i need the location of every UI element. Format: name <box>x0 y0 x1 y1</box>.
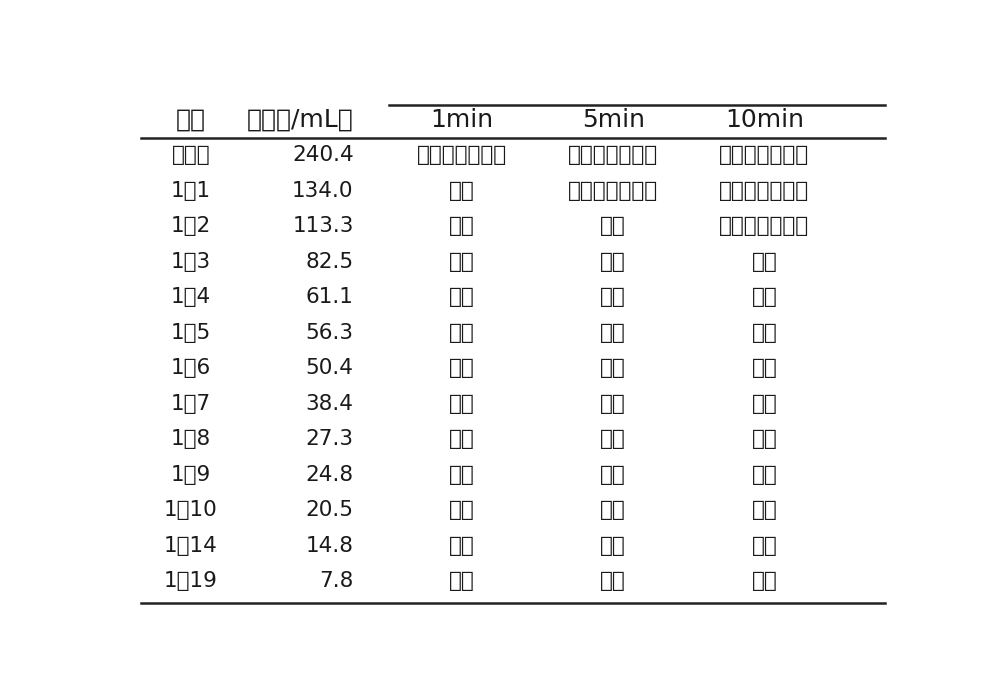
Text: 113.3: 113.3 <box>292 216 354 237</box>
Text: 橙色: 橙色 <box>752 536 777 555</box>
Text: 1：9: 1：9 <box>171 465 211 485</box>
Text: 56.3: 56.3 <box>306 323 354 343</box>
Text: 淡黄: 淡黄 <box>752 571 777 591</box>
Text: 1：4: 1：4 <box>171 287 211 308</box>
Text: 1min: 1min <box>431 108 494 132</box>
Text: （深褐色）紫红: （深褐色）紫红 <box>719 145 809 166</box>
Text: 淡黄: 淡黄 <box>449 500 475 520</box>
Text: 橙色: 橙色 <box>752 500 777 520</box>
Text: 褐色: 褐色 <box>752 358 777 379</box>
Text: 橙色: 橙色 <box>449 358 475 379</box>
Text: （深褐色）紫红: （深褐色）紫红 <box>568 145 658 166</box>
Text: 淡黄: 淡黄 <box>449 536 475 555</box>
Text: 1：10: 1：10 <box>164 500 218 520</box>
Text: （深褐色）紫红: （深褐色）紫红 <box>568 181 658 201</box>
Text: 27.3: 27.3 <box>306 429 354 450</box>
Text: 橙色: 橙色 <box>600 536 626 555</box>
Text: 24.8: 24.8 <box>306 465 354 485</box>
Text: 橙色: 橙色 <box>449 323 475 343</box>
Text: （深褐色）紫红: （深褐色）紫红 <box>719 216 809 237</box>
Text: 褐色: 褐色 <box>600 252 626 272</box>
Text: 1：3: 1：3 <box>171 252 211 272</box>
Text: 褐色: 褐色 <box>600 323 626 343</box>
Text: 褐色: 褐色 <box>600 287 626 308</box>
Text: 褐色: 褐色 <box>449 181 475 201</box>
Text: 10min: 10min <box>725 108 804 132</box>
Text: 1：1: 1：1 <box>171 181 211 201</box>
Text: 褐色: 褐色 <box>449 216 475 237</box>
Text: 1：6: 1：6 <box>171 358 211 379</box>
Text: 褐色: 褐色 <box>752 323 777 343</box>
Text: 淡黄: 淡黄 <box>449 394 475 414</box>
Text: 1：19: 1：19 <box>164 571 218 591</box>
Text: 61.1: 61.1 <box>306 287 354 308</box>
Text: 褐色: 褐色 <box>752 287 777 308</box>
Text: （深褐色）紫红: （深褐色）紫红 <box>417 145 507 166</box>
Text: 橙色: 橙色 <box>600 500 626 520</box>
Text: 50.4: 50.4 <box>306 358 354 379</box>
Text: 橙色: 橙色 <box>752 465 777 485</box>
Text: 淡黄: 淡黄 <box>449 465 475 485</box>
Text: 褐色: 褐色 <box>752 394 777 414</box>
Text: 橙色: 橙色 <box>600 429 626 450</box>
Text: 橙色: 橙色 <box>449 252 475 272</box>
Text: 褐色: 褐色 <box>752 252 777 272</box>
Text: 1：7: 1：7 <box>171 394 211 414</box>
Text: 5min: 5min <box>582 108 645 132</box>
Text: 240.4: 240.4 <box>292 145 354 166</box>
Text: 褐色: 褐色 <box>600 216 626 237</box>
Text: 1：2: 1：2 <box>171 216 211 237</box>
Text: 淡黄: 淡黄 <box>449 571 475 591</box>
Text: 橙色: 橙色 <box>449 287 475 308</box>
Text: 20.5: 20.5 <box>306 500 354 520</box>
Text: 褐色: 褐色 <box>600 358 626 379</box>
Text: 橙色: 橙色 <box>600 465 626 485</box>
Text: 橙色: 橙色 <box>600 394 626 414</box>
Text: 橙色: 橙色 <box>752 429 777 450</box>
Text: 淡黄: 淡黄 <box>600 571 626 591</box>
Text: 淡黄: 淡黄 <box>449 429 475 450</box>
Text: 果（万/mL）: 果（万/mL） <box>247 108 354 132</box>
Text: 1：5: 1：5 <box>171 323 211 343</box>
Text: 14.8: 14.8 <box>306 536 354 555</box>
Text: 38.4: 38.4 <box>306 394 354 414</box>
Text: 82.5: 82.5 <box>306 252 354 272</box>
Text: 比例: 比例 <box>176 108 206 132</box>
Text: 未稀释: 未稀释 <box>172 145 210 166</box>
Text: 7.8: 7.8 <box>319 571 354 591</box>
Text: 1：8: 1：8 <box>171 429 211 450</box>
Text: 134.0: 134.0 <box>292 181 354 201</box>
Text: 1：14: 1：14 <box>164 536 218 555</box>
Text: （深褐色）紫红: （深褐色）紫红 <box>719 181 809 201</box>
